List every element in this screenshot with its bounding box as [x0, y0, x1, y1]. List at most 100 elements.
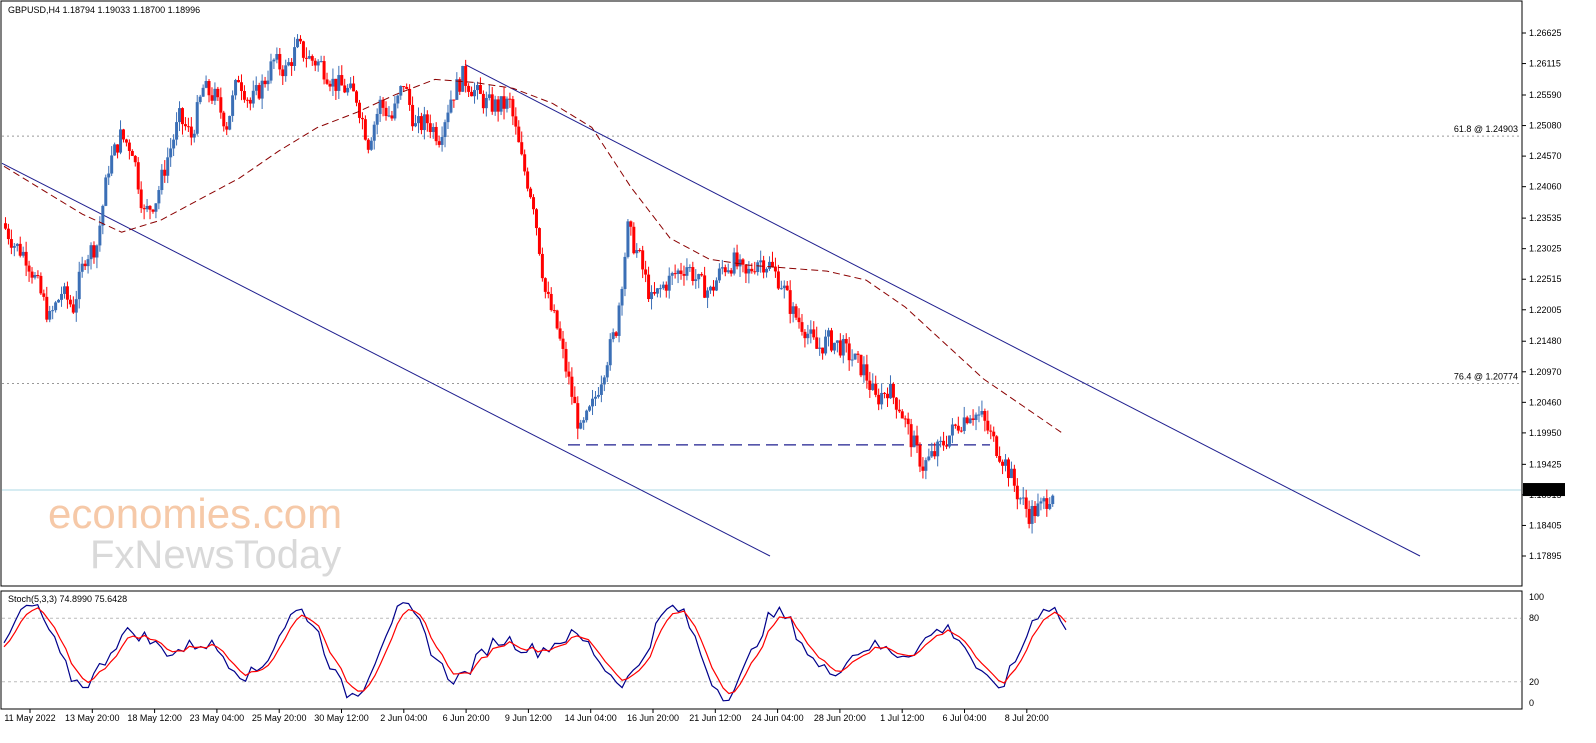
candle-body [178, 108, 182, 123]
candle-body [962, 417, 966, 431]
candle-body [942, 440, 946, 446]
candle-body [104, 177, 108, 206]
candle-body [711, 286, 715, 291]
candle-body [800, 322, 804, 332]
price-tick-label: 1.20970 [1529, 367, 1562, 377]
time-tick-label: 16 Jun 20:00 [627, 713, 679, 723]
candle-body [652, 292, 656, 294]
candle-body [567, 371, 571, 377]
candle-body [599, 384, 603, 395]
candle-body [18, 243, 22, 256]
price-tick-label: 1.19425 [1529, 459, 1562, 469]
price-tick-label: 1.21480 [1529, 336, 1562, 346]
stoch-tick-label: 80 [1529, 613, 1539, 623]
candle-body [186, 126, 190, 128]
time-tick-label: 30 May 12:00 [314, 713, 369, 723]
candle-body [290, 62, 294, 66]
candle-body [540, 253, 544, 279]
candle-body [275, 54, 279, 60]
candle-body [343, 85, 347, 93]
candle-body [992, 431, 996, 437]
candle-body [650, 292, 654, 300]
candle-body [378, 99, 382, 114]
candle-body [564, 348, 568, 372]
candle-body [502, 96, 506, 109]
candle-body [679, 270, 683, 274]
symbol-header: GBPUSD,H4 1.18794 1.19033 1.18700 1.1899… [8, 5, 200, 15]
candle-body [555, 310, 559, 329]
candle-body [434, 126, 438, 142]
candle-body [15, 243, 19, 247]
candle-body [989, 430, 993, 432]
candle-body [493, 99, 497, 112]
candle-body [508, 98, 512, 100]
candle-body [110, 155, 114, 174]
candle-body [478, 84, 482, 94]
candle-body [918, 444, 922, 467]
candle-body [537, 228, 541, 254]
candle-body [464, 65, 468, 86]
candle-body [685, 267, 689, 276]
candle-body [782, 285, 786, 289]
candle-body [968, 418, 972, 424]
candle-body [260, 80, 264, 99]
candle-body [402, 86, 406, 88]
candle-body [475, 84, 479, 91]
price-tick-label: 1.23535 [1529, 213, 1562, 223]
candle-body [697, 274, 701, 280]
candle-body [48, 311, 52, 320]
candle-body [883, 392, 887, 394]
candle-body [254, 85, 258, 91]
candle-body [113, 144, 117, 156]
candle-body [467, 85, 471, 92]
price-tick-label: 1.24060 [1529, 182, 1562, 192]
price-tick-label: 1.26115 [1529, 59, 1561, 69]
candle-body [903, 418, 907, 420]
candle-body [827, 330, 831, 337]
candle-body [1024, 497, 1028, 509]
candle-body [399, 86, 403, 96]
candle-body [89, 245, 93, 260]
candle-body [166, 157, 170, 176]
candle-body [835, 340, 839, 343]
candle-body [287, 62, 291, 66]
candle-body [496, 99, 500, 112]
price-tick-label: 1.22005 [1529, 305, 1562, 315]
candle-body [768, 261, 772, 269]
candle-body [785, 285, 789, 291]
candle-body [667, 275, 671, 291]
candle-body [815, 337, 819, 349]
candle-body [644, 269, 648, 275]
candle-body [995, 436, 999, 457]
candle-body [788, 290, 792, 314]
time-tick-label: 6 Jun 20:00 [443, 713, 490, 723]
time-tick-label: 21 Jun 12:00 [689, 713, 741, 723]
candle-body [809, 329, 813, 334]
candle-body [319, 61, 323, 63]
candle-body [473, 90, 477, 97]
candle-body [6, 228, 10, 240]
candle-body [773, 266, 777, 272]
candle-body [1051, 495, 1055, 505]
candle-body [210, 95, 214, 101]
candle-body [865, 364, 869, 381]
candle-body [449, 99, 453, 113]
candle-body [750, 268, 754, 272]
candle-body [225, 126, 229, 130]
candle-body [655, 288, 659, 294]
time-tick-label: 13 May 20:00 [65, 713, 120, 723]
candle-body [145, 205, 149, 210]
candle-body [909, 424, 913, 448]
candle-body [130, 150, 134, 156]
candle-body [443, 122, 447, 138]
watermark-line2: FxNewsToday [90, 533, 341, 577]
candle-body [455, 79, 459, 100]
candle-body [257, 85, 261, 99]
candle-body [163, 169, 167, 176]
candle-body [408, 88, 412, 105]
candle-body [151, 209, 155, 212]
candle-body [405, 86, 409, 89]
candle-body [546, 291, 550, 294]
candle-body [357, 102, 361, 118]
candle-body [95, 245, 99, 258]
